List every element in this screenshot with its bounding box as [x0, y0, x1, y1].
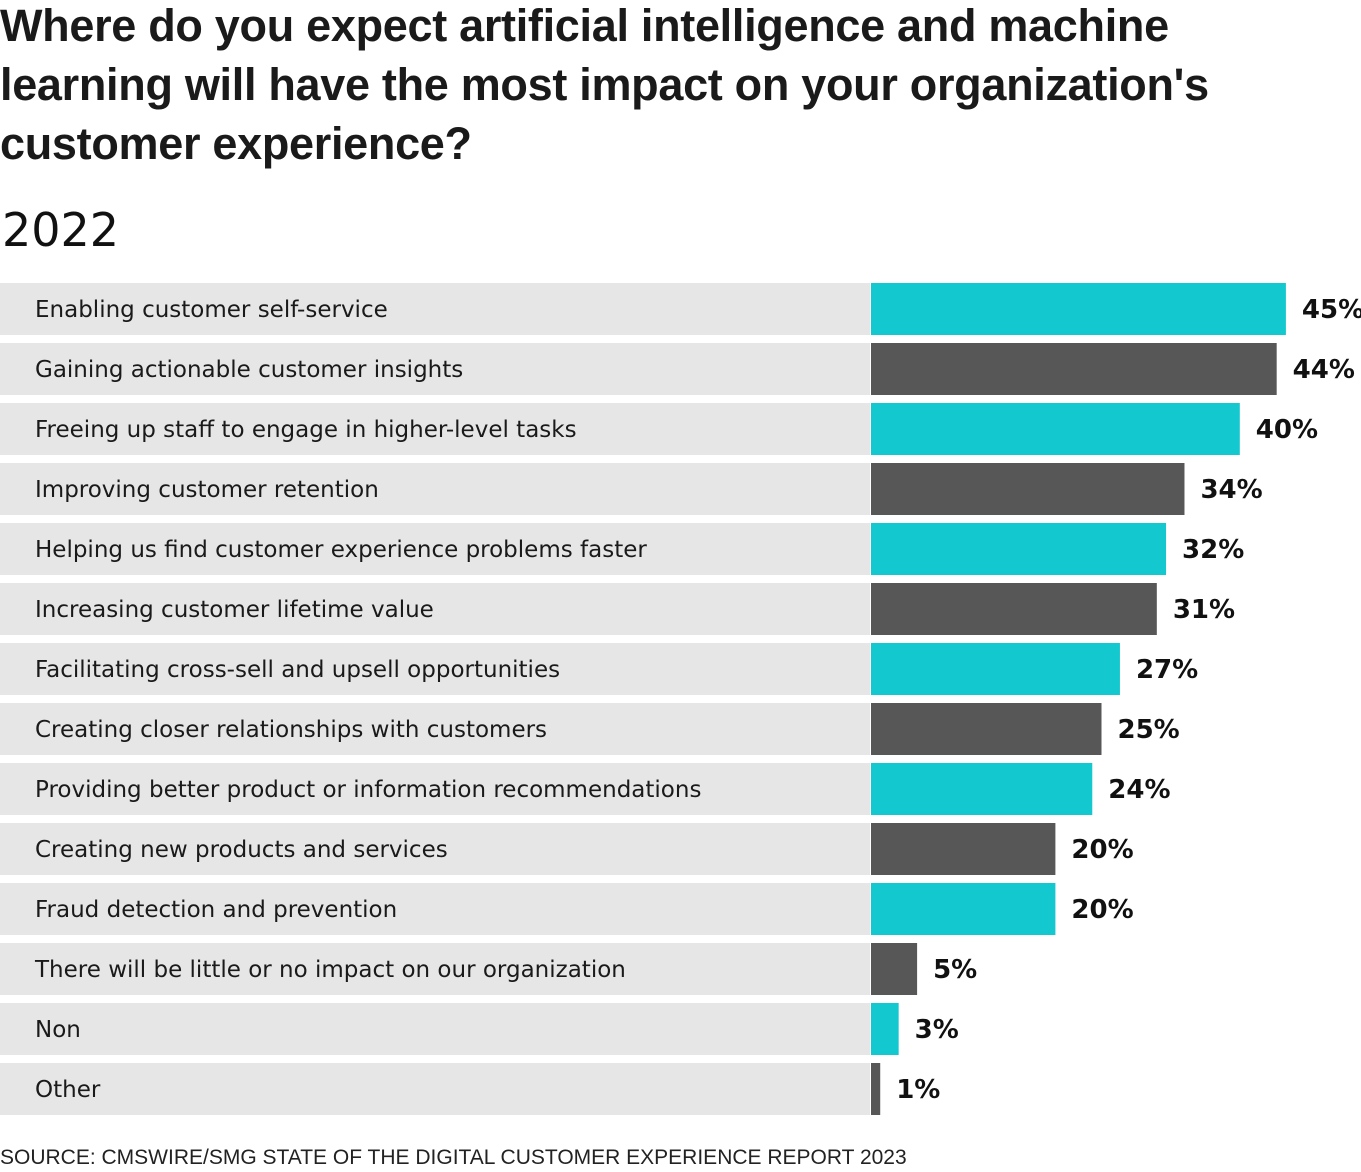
- bar: [871, 703, 1102, 755]
- bar: [871, 343, 1277, 395]
- value-label: 5%: [933, 955, 977, 985]
- value-label: 20%: [1071, 835, 1133, 865]
- value-label: 31%: [1173, 595, 1235, 625]
- bar: [871, 523, 1167, 575]
- bar: [871, 1063, 881, 1115]
- bar: [871, 403, 1240, 455]
- category-label: Creating new products and services: [35, 837, 448, 863]
- bar: [871, 763, 1093, 815]
- row-background: [0, 1063, 870, 1115]
- value-label: 32%: [1182, 535, 1244, 565]
- row-background: [0, 523, 870, 575]
- value-label: 24%: [1108, 775, 1170, 805]
- value-label: 45%: [1302, 295, 1361, 325]
- category-label: Fraud detection and prevention: [35, 897, 397, 923]
- category-label: Enabling customer self-service: [35, 297, 388, 323]
- chart-title: Where do you expect artificial intellige…: [0, 0, 1209, 169]
- category-label: Helping us find customer experience prob…: [35, 537, 647, 563]
- bar: [871, 943, 918, 995]
- bar: [871, 283, 1286, 335]
- category-label: Facilitating cross-sell and upsell oppor…: [35, 657, 560, 683]
- value-label: 25%: [1118, 715, 1180, 745]
- category-label: Non: [35, 1017, 81, 1043]
- category-label: Improving customer retention: [35, 477, 379, 503]
- row-background: [0, 703, 870, 755]
- bar: [871, 643, 1120, 695]
- chart-subtitle: 2022: [2, 203, 120, 257]
- bar: [871, 883, 1056, 935]
- row-background: [0, 1003, 870, 1055]
- row-background: [0, 943, 870, 995]
- row-background: [0, 583, 870, 635]
- category-label: There will be little or no impact on our…: [34, 957, 626, 983]
- value-label: 44%: [1293, 355, 1355, 385]
- row-background: [0, 343, 870, 395]
- value-label: 34%: [1200, 475, 1262, 505]
- category-label: Increasing customer lifetime value: [35, 597, 434, 623]
- bar: [871, 463, 1185, 515]
- value-label: 40%: [1256, 415, 1318, 445]
- category-label: Gaining actionable customer insights: [35, 357, 463, 383]
- row-background: [0, 643, 870, 695]
- category-label: Creating closer relationships with custo…: [35, 717, 547, 743]
- row-background: [0, 283, 870, 335]
- value-label: 3%: [915, 1015, 959, 1045]
- category-label: Freeing up staff to engage in higher-lev…: [35, 417, 577, 443]
- row-background: [0, 403, 870, 455]
- category-label: Providing better product or information …: [35, 777, 701, 803]
- row-background: [0, 823, 870, 875]
- bar: [871, 583, 1157, 635]
- row-background: [0, 883, 870, 935]
- value-label: 20%: [1071, 895, 1133, 925]
- row-background: [0, 463, 870, 515]
- bar: [871, 1003, 899, 1055]
- row-background: [0, 763, 870, 815]
- value-label: 27%: [1136, 655, 1198, 685]
- bar: [871, 823, 1056, 875]
- category-label: Other: [35, 1077, 101, 1103]
- source-note: SOURCE: CMSWIRE/SMG STATE OF THE DIGITAL…: [0, 1146, 907, 1169]
- value-label: 1%: [896, 1075, 940, 1105]
